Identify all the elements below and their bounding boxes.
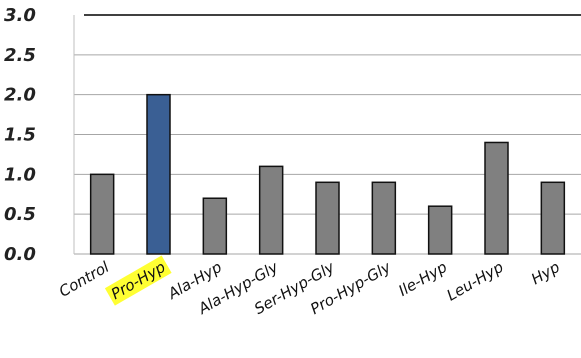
x-axis-labels: ControlPro-HypAla-HypAla-Hyp-GlySer-Hyp-…: [56, 255, 563, 318]
x-tick-label-group: Hyp: [528, 258, 563, 288]
x-tick-label-group: Leu-Hyp: [444, 258, 507, 305]
bars: [89, 93, 566, 255]
y-tick-label: 2.0: [4, 85, 36, 106]
y-tick-label: 1.0: [4, 164, 36, 185]
x-tick-label: Leu-Hyp: [444, 258, 507, 305]
bar-ser-hyp-gly: [315, 181, 340, 255]
y-tick-label: 3.0: [4, 5, 36, 26]
x-tick-label: Hyp: [528, 258, 563, 288]
x-tick-label-group: Pro-Hyp: [104, 255, 172, 306]
y-tick-label: 0.0: [4, 244, 36, 265]
y-tick-label: 1.5: [4, 125, 36, 146]
x-tick-label-group: Ile-Hyp: [395, 258, 450, 300]
x-tick-label: Pro-Hyp: [108, 258, 169, 303]
bar-ala-hyp: [202, 197, 228, 255]
x-tick-label-highlight: [104, 255, 172, 306]
y-tick-label: 2.5: [4, 45, 36, 66]
y-axis-ticks: 0.0 0.5 1.0 1.5 2.0 2.5 3.0: [4, 5, 36, 265]
y-tick-label: 0.5: [4, 204, 36, 225]
bar-ile-hyp: [427, 205, 453, 255]
x-tick-label: Ile-Hyp: [395, 258, 450, 300]
bar-hyp: [540, 181, 566, 255]
bar-ala-hyp-gly: [258, 165, 284, 255]
x-tick-label: Control: [56, 257, 113, 300]
bar-pro-hyp: [146, 93, 171, 255]
x-tick-label-group: Control: [56, 257, 113, 300]
bar-control: [89, 173, 115, 255]
bar-pro-hyp-gly: [371, 181, 397, 255]
bar-leu-hyp: [484, 141, 509, 255]
